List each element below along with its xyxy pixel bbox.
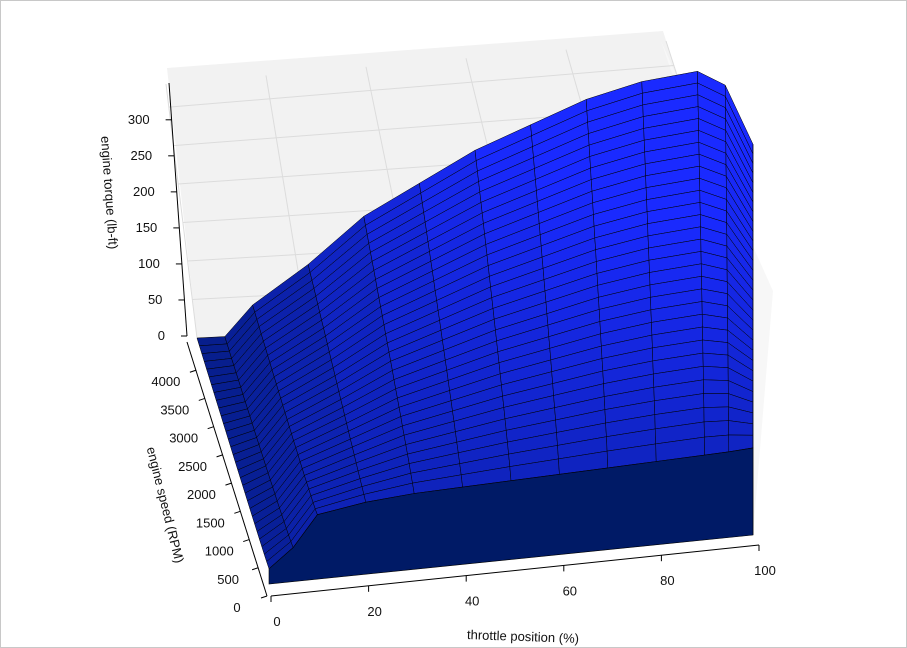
x-tick-label: 80 [660,573,674,588]
z-axis-line [168,82,188,337]
grid-line-vertical [165,83,198,339]
grid-line-horizontal [168,65,674,108]
y-tick-label: 2000 [187,487,216,502]
y-tick-label: 1500 [196,515,225,530]
y-tick-mark [234,510,241,514]
y-tick-mark [243,539,250,543]
y-tick-mark [189,369,197,373]
y-tick-label: 4000 [151,374,180,389]
y-tick-label: 2500 [178,459,207,474]
x-tick-label: 20 [367,604,381,619]
z-tick-label: 0 [158,328,165,343]
x-axis-line [270,544,760,597]
x-tick-label: 40 [465,594,479,609]
y-tick-mark [216,454,223,458]
y-tick-label: 3500 [160,402,189,417]
y-tick-mark [207,426,214,430]
surface-patch [703,420,729,438]
surface-patch [703,379,729,394]
x-tick-label: 60 [563,583,577,598]
surface-patch [702,339,729,356]
y-tick-label: 500 [217,572,239,587]
y-tick-mark [225,482,232,486]
x-axis-title: throttle position (%) [467,627,579,646]
z-tick-label: 250 [130,148,152,163]
y-tick-mark [251,567,259,571]
surface-plot [196,70,754,585]
x-tick-label: 100 [754,563,776,578]
x-tick-label: 0 [273,614,280,629]
z-tick-label: 100 [138,256,160,271]
z-tick-label: 300 [128,112,150,127]
z-tick-label: 200 [133,184,155,199]
surface-front-wall [268,447,754,585]
axis-lines [168,82,760,597]
z-axis-title: engine torque (lb-ft) [98,136,121,250]
y-tick-mark [260,595,268,599]
surface-patch [703,406,729,423]
surface-patch [702,366,729,381]
y-tick-label: 3000 [169,431,198,446]
y-axis-line [186,341,268,597]
z-tick-label: 150 [136,220,158,235]
surface-patch [702,352,729,368]
tick-labels: 0204060801000500100015002000250030003500… [128,112,776,629]
y-tick-label: 0 [233,600,240,615]
y-tick-label: 1000 [205,544,234,559]
z-tick-label: 50 [148,292,162,307]
y-tick-mark [198,397,205,401]
surface-patch [703,393,729,408]
